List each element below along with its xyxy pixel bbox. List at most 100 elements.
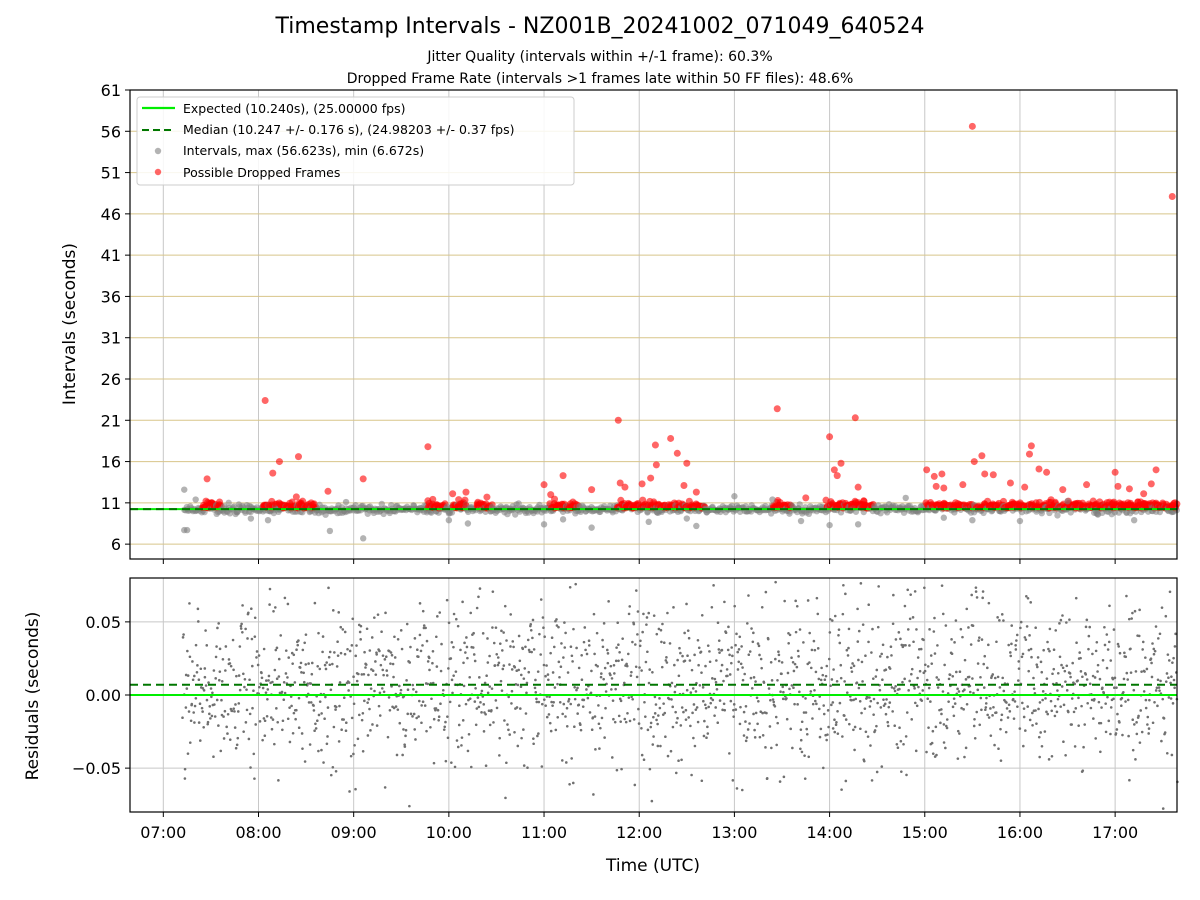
- residual-point-691: [545, 715, 549, 719]
- residual-point-1464: [951, 705, 955, 709]
- residual-point-944: [679, 651, 682, 655]
- residual-point-1721: [1086, 701, 1089, 705]
- residual-point-419: [402, 728, 405, 731]
- residual-point-974: [694, 690, 698, 693]
- residual-point-676: [538, 632, 541, 636]
- residual-point-1656: [1052, 667, 1056, 671]
- residual-point-365: [374, 660, 377, 663]
- residual-point-1133: [777, 659, 781, 663]
- residual-point-1430: [933, 652, 937, 655]
- interval-outlier-23: [940, 514, 948, 521]
- residual-point-145: [258, 685, 261, 689]
- residual-point-1498: [969, 643, 973, 646]
- residual-point-122: [246, 637, 249, 640]
- residual-point-729: [565, 724, 569, 728]
- residual-point-1756: [1105, 633, 1109, 636]
- residual-point-509: [450, 678, 454, 682]
- residual-point-250: [313, 729, 316, 732]
- residual-point-485: [437, 718, 440, 722]
- residual-point-645: [522, 728, 525, 731]
- residual-point-1589: [1017, 660, 1021, 663]
- residual-point-1612: [1029, 601, 1033, 604]
- residual-point-1261: [844, 718, 848, 721]
- dropped-outlier-25: [683, 459, 691, 467]
- residual-point-908: [660, 640, 663, 644]
- residual-point-285: [331, 766, 335, 769]
- residual-point-339: [360, 673, 364, 676]
- residual-point-1843: [1150, 675, 1154, 679]
- residual-point-304: [341, 628, 345, 631]
- residual-point-257: [317, 749, 320, 753]
- residual-point-609: [503, 719, 506, 722]
- residual-point-781: [593, 715, 597, 718]
- residual-point-1363: [898, 726, 901, 730]
- residual-point-1379: [906, 628, 910, 631]
- residual-point-1077: [748, 650, 752, 653]
- residual-point-818: [613, 672, 616, 675]
- residual-point-1480: [960, 706, 963, 710]
- residual-point-1038: [728, 653, 731, 657]
- residual-point-1397: [916, 676, 919, 680]
- residual-point-757: [580, 678, 584, 682]
- residual-point-647: [522, 764, 526, 767]
- residual-point-888: [649, 721, 653, 725]
- residual-point-1540: [991, 673, 995, 676]
- residual-point-1100: [760, 605, 764, 609]
- residual-point-1513: [977, 639, 980, 642]
- residual-point-640: [519, 685, 523, 689]
- dropped-outlier-41: [968, 122, 976, 130]
- residual-point-770: [587, 644, 591, 647]
- residual-point-1858: [1158, 632, 1162, 636]
- residual-point-578: [486, 691, 490, 695]
- residual-point-57: [211, 691, 214, 695]
- residual-point-181: [277, 779, 280, 782]
- dropped-outlier-39: [940, 484, 948, 492]
- residual-point-1033: [725, 668, 729, 671]
- residual-point-993: [704, 706, 708, 710]
- residual-point-1800: [1128, 778, 1131, 782]
- residual-point-1484: [962, 708, 965, 711]
- residual-point-542: [468, 675, 471, 679]
- residual-point-875: [643, 700, 646, 704]
- residual-point-223: [298, 666, 302, 669]
- residual-point-929: [671, 705, 675, 709]
- residual-point-553: [473, 659, 477, 663]
- residual-point-1356: [894, 638, 898, 641]
- residual-point-1176: [800, 750, 804, 754]
- residual-point-748: [576, 686, 579, 690]
- residual-point-880: [645, 616, 649, 619]
- residual-point-618: [508, 663, 511, 666]
- residual-point-871: [640, 753, 644, 757]
- residual-point-1260: [844, 779, 848, 783]
- residual-point-368: [375, 653, 378, 656]
- residual-point-206: [290, 704, 293, 708]
- residual-point-218: [296, 643, 300, 647]
- residual-point-535: [464, 702, 468, 706]
- dropped-outlier-19: [647, 474, 655, 482]
- residual-point-1398: [916, 656, 920, 659]
- dropped-outlier-49: [1027, 442, 1035, 450]
- residual-point-620: [509, 645, 512, 648]
- residual-point-337: [359, 638, 362, 641]
- residual-point-1396: [915, 704, 919, 708]
- residual-point-646: [522, 677, 526, 680]
- residual-point-1764: [1109, 659, 1113, 662]
- residual-point-800: [603, 666, 607, 670]
- residual-point-1774: [1114, 732, 1118, 735]
- residual-point-794: [600, 716, 604, 720]
- residual-point-1522: [982, 662, 986, 666]
- residual-point-767: [586, 696, 590, 700]
- residual-point-1344: [888, 701, 892, 704]
- residual-point-887: [649, 725, 653, 729]
- residual-point-444: [416, 648, 419, 651]
- residual-point-1388: [911, 616, 915, 619]
- residual-point-1067: [743, 672, 746, 676]
- residual-point-1887: [1173, 645, 1177, 648]
- residual-point-1838: [1148, 698, 1151, 702]
- residual-point-294: [336, 640, 339, 643]
- residual-point-997: [706, 644, 710, 647]
- residual-point-1042: [730, 646, 733, 649]
- interval-outlier-18: [769, 496, 776, 503]
- residual-point-422: [403, 745, 407, 748]
